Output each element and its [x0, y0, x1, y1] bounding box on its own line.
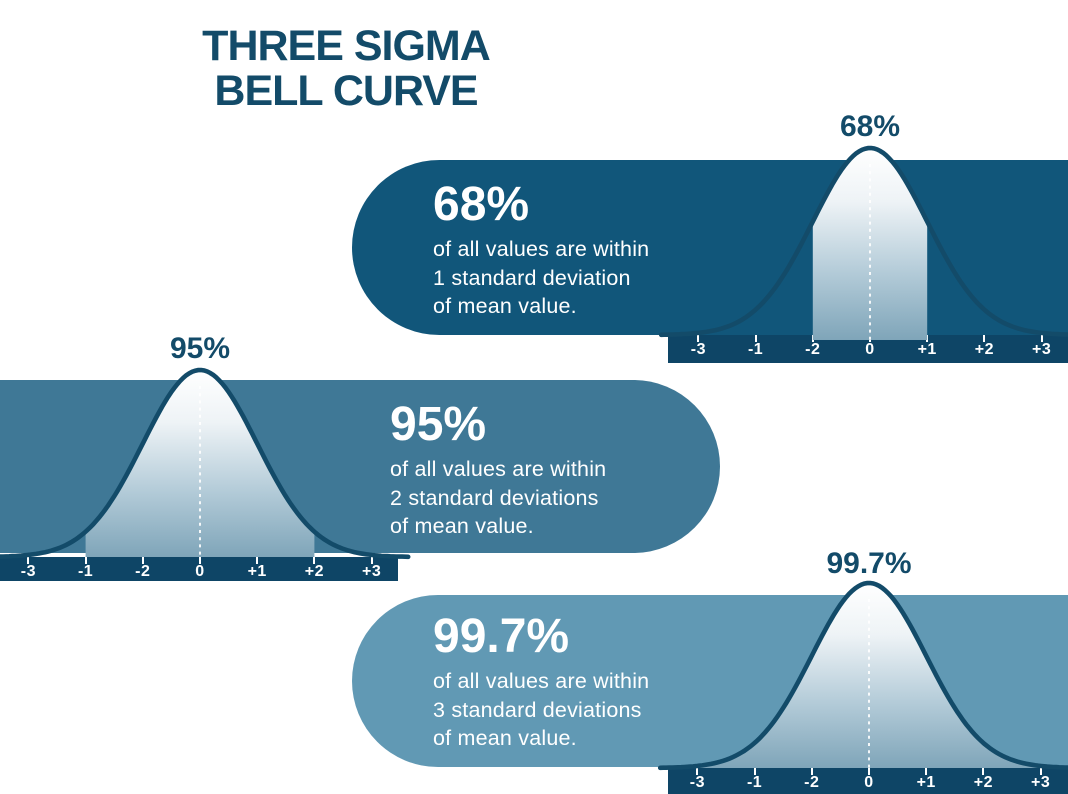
axis-tick [868, 768, 870, 775]
axis-tick-label: +3 [361, 563, 382, 580]
axis-tick-label: -2 [804, 774, 820, 791]
axis-tick-label: +1 [917, 341, 937, 358]
axis-tick-label: +3 [1031, 341, 1052, 358]
axis-tick [753, 768, 756, 775]
panel-text-99-7: 99.7% of all values are within 3 standar… [433, 612, 649, 753]
axis-tick-label: -3 [689, 774, 706, 791]
axis-tick-label: -1 [77, 563, 94, 580]
axis-tick-label: -3 [20, 563, 37, 580]
axis-tick-label: +2 [974, 341, 995, 358]
axis-tick [370, 557, 373, 564]
axis-tick-label: 0 [195, 563, 205, 580]
axis-tick-label: +2 [973, 774, 994, 791]
axis-tick [810, 768, 813, 775]
axis-tick [754, 335, 757, 342]
axis-tick [313, 557, 316, 564]
axis-tick-label: 0 [865, 341, 875, 358]
panel-pill-95 [0, 380, 720, 553]
axis-tick [811, 335, 814, 342]
page-title: THREE SIGMA BELL CURVE [202, 22, 491, 115]
axis-tick [925, 768, 928, 775]
axis-tick-label: -2 [805, 341, 821, 358]
peak-percentage-label-99-7: 99.7% [826, 547, 912, 580]
axis-tick [1040, 335, 1043, 342]
axis-tick [27, 557, 30, 564]
axis-tick [256, 557, 259, 564]
axis-tick [199, 557, 201, 564]
axis-tick-label: -2 [135, 563, 151, 580]
axis-tick-label: +2 [304, 563, 325, 580]
axis-tick-label: +1 [247, 563, 267, 580]
x-axis-99-7: -3 -1 -2 0 +1 +2 +3 [668, 768, 1068, 794]
axis-tick [696, 768, 699, 775]
panel-body: of all values are within 1 standard devi… [433, 237, 650, 318]
axis-tick-label: 0 [864, 774, 874, 791]
axis-tick [1039, 768, 1042, 775]
panel-text-95: 95% of all values are within 2 standard … [390, 400, 606, 541]
panel-headline: 68% [433, 178, 530, 231]
axis-tick [84, 557, 87, 564]
axis-tick [983, 335, 986, 342]
axis-tick [982, 768, 985, 775]
x-axis-68: -3 -1 -2 0 +1 +2 +3 [668, 335, 1068, 363]
peak-percentage-label-68: 68% [839, 110, 901, 143]
panel-text-68: 68% of all values are within 1 standard … [433, 180, 649, 321]
panel-body: of all values are within 3 standard devi… [433, 669, 650, 750]
panel-body: of all values are within 2 standard devi… [390, 457, 607, 538]
axis-tick-label: -3 [690, 341, 707, 358]
axis-tick [141, 557, 144, 564]
x-axis-95: -3 -1 -2 0 +1 +2 +3 [0, 557, 398, 581]
peak-percentage-label-95: 95% [169, 332, 231, 365]
axis-tick-label: +1 [916, 774, 936, 791]
axis-tick [697, 335, 700, 342]
axis-tick-label: -1 [747, 341, 764, 358]
panel-headline: 99.7% [433, 610, 570, 663]
axis-tick-label: +3 [1030, 774, 1051, 791]
panel-headline: 95% [390, 398, 487, 451]
axis-tick-label: -1 [746, 774, 763, 791]
